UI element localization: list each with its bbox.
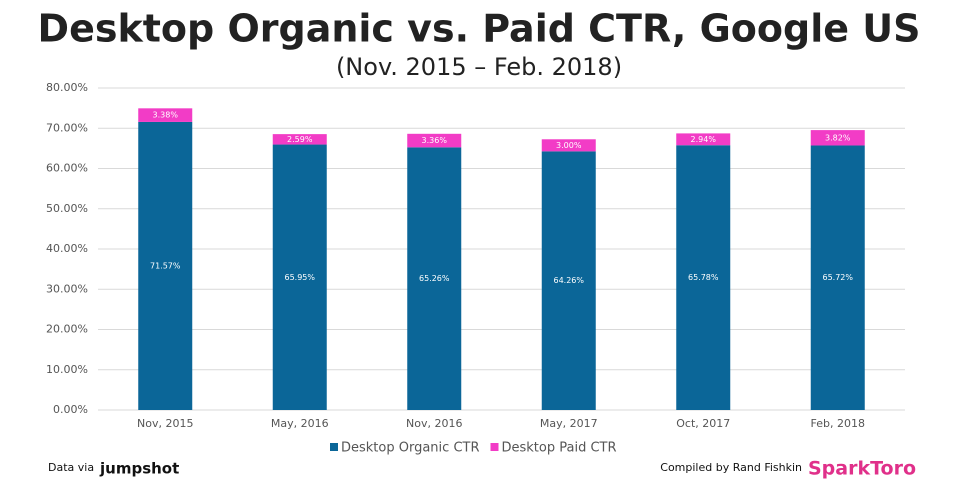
x-tick-label: Feb, 2018 [811, 417, 865, 430]
bar-segment [407, 133, 462, 148]
legend-swatch [330, 443, 338, 451]
y-tick-label: 0.00% [53, 403, 88, 416]
x-tick-label: Nov, 2015 [137, 417, 193, 430]
brand: SparkToro [808, 458, 916, 480]
bar-segment [541, 139, 596, 152]
value-label: 64.26% [553, 276, 584, 285]
source: jumpshot [99, 460, 179, 478]
x-tick-label: May, 2016 [271, 417, 329, 430]
bar-segment [138, 108, 193, 122]
value-label: 3.82% [825, 133, 851, 142]
y-tick-label: 70.00% [46, 121, 88, 134]
value-label: 65.26% [419, 274, 450, 283]
y-tick-label: 10.00% [46, 363, 88, 376]
value-label: 2.94% [691, 135, 717, 144]
value-label: 65.72% [822, 273, 853, 282]
bar-segment [272, 144, 327, 410]
y-tick-label: 30.00% [46, 282, 88, 295]
x-tick-label: Oct, 2017 [676, 417, 730, 430]
bar-segment [676, 145, 731, 410]
bar-segment [272, 134, 327, 145]
bar-segment [676, 133, 731, 146]
legend-swatch [490, 443, 499, 451]
value-label: 2.59% [287, 135, 313, 144]
value-label: 65.95% [284, 273, 315, 282]
value-label: 71.57% [150, 261, 181, 270]
legend-label: Desktop Organic CTR [341, 441, 480, 456]
bar-segment [138, 121, 193, 410]
bar-segment [407, 147, 462, 411]
y-tick-label: 80.00% [46, 81, 88, 94]
legend-label: Desktop Paid CTR [502, 441, 617, 456]
x-tick-label: May, 2017 [540, 417, 598, 430]
chart-title: Desktop Organic vs. Paid CTR, Google US [38, 7, 921, 51]
source-prefix: Data via [48, 461, 94, 474]
value-label: 3.36% [422, 136, 448, 145]
bar-segment [541, 151, 596, 410]
y-tick-label: 40.00% [46, 242, 88, 255]
value-label: 3.00% [556, 141, 582, 150]
x-tick-label: Nov, 2016 [406, 417, 462, 430]
bar-segment [810, 130, 865, 146]
bar-segment [810, 145, 865, 411]
credit: Compiled by Rand Fishkin [660, 461, 802, 474]
y-tick-label: 50.00% [46, 202, 88, 215]
value-label: 3.38% [153, 111, 179, 120]
chart-subtitle: (Nov. 2015 – Feb. 2018) [336, 53, 622, 81]
value-label: 65.78% [688, 273, 719, 282]
y-tick-label: 20.00% [46, 323, 88, 336]
y-tick-label: 60.00% [46, 162, 88, 175]
